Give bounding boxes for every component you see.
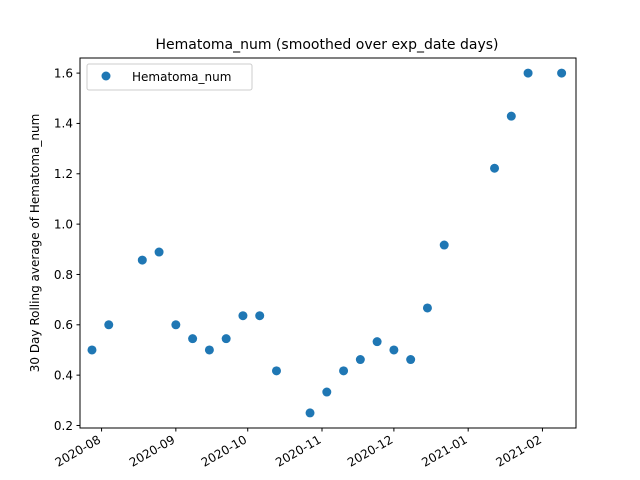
- data-point: [238, 311, 248, 321]
- data-point: [87, 345, 97, 355]
- data-point: [339, 366, 349, 376]
- legend-marker: [101, 71, 111, 81]
- data-point: [305, 408, 315, 418]
- x-tick-label: 2020-12: [345, 432, 395, 469]
- legend: Hematoma_num: [86, 63, 253, 91]
- y-tick-label: 1.6: [54, 66, 73, 80]
- data-point: [221, 334, 231, 344]
- data-point: [255, 311, 265, 321]
- data-point: [422, 303, 432, 313]
- legend-box: [86, 63, 253, 91]
- data-point: [355, 355, 365, 365]
- x-tick-label: 2020-10: [199, 432, 249, 469]
- data-point: [506, 111, 516, 121]
- x-tick-label: 2020-11: [273, 432, 323, 469]
- y-tick-label: 0.6: [54, 318, 73, 332]
- data-points: [87, 68, 567, 418]
- y-axis-label: 30 Day Rolling average of Hematoma_num: [28, 114, 42, 373]
- data-point: [439, 240, 449, 250]
- legend-entry-hematoma-num: Hematoma_num: [132, 70, 231, 84]
- chart-title: Hematoma_num (smoothed over exp_date day…: [155, 37, 498, 53]
- data-point: [154, 247, 164, 257]
- data-point: [171, 320, 181, 330]
- data-point: [523, 68, 533, 78]
- y-tick-label: 0.4: [54, 368, 73, 382]
- data-point: [557, 68, 567, 78]
- data-point: [490, 163, 500, 173]
- x-tick-label: 2021-02: [494, 432, 544, 469]
- data-point: [389, 345, 399, 355]
- data-point: [372, 337, 382, 347]
- data-point: [406, 355, 416, 365]
- data-point: [204, 345, 214, 355]
- y-tick-label: 0.8: [54, 268, 73, 282]
- y-tick-label: 1.2: [54, 167, 73, 181]
- plot-frame: [79, 57, 577, 429]
- x-tick-label: 2020-08: [53, 432, 103, 469]
- data-point: [188, 334, 198, 344]
- x-axis: 2020-08 2020-09 2020-10 2020-11 2020-12 2021-…: [53, 428, 544, 470]
- data-point: [104, 320, 114, 330]
- y-axis: 0.2 0.4 0.6 0.8 1.0 1.2 1.4 1.6: [54, 66, 80, 433]
- data-point: [271, 366, 281, 376]
- y-tick-label: 0.2: [54, 419, 73, 433]
- data-point: [322, 387, 332, 397]
- x-tick-label: 2021-01: [419, 432, 469, 469]
- x-tick-label: 2020-09: [127, 432, 177, 469]
- y-tick-label: 1.0: [54, 217, 73, 231]
- data-point: [137, 255, 147, 265]
- y-tick-label: 1.4: [54, 117, 73, 131]
